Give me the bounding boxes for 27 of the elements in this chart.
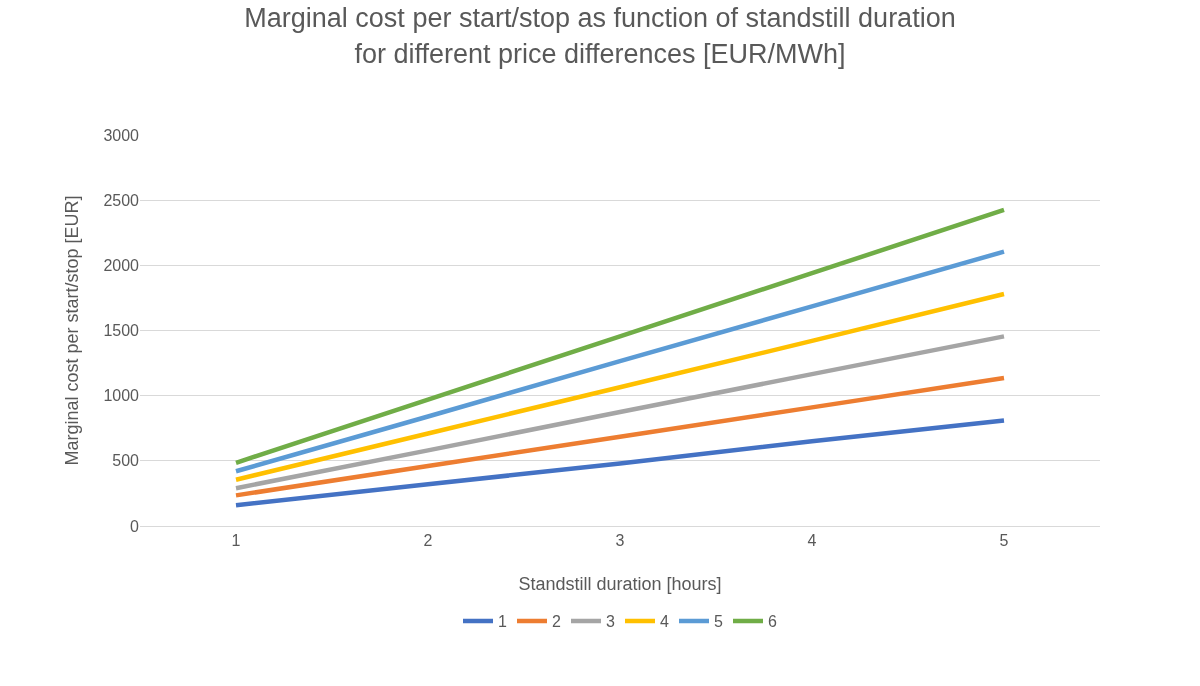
line-series — [233, 291, 1007, 482]
legend-label: 4 — [660, 613, 669, 631]
x-tick-label: 2 — [423, 532, 433, 550]
legend-label: 1 — [498, 613, 507, 631]
y-tick-label: 2500 — [103, 191, 140, 209]
legend-label: 5 — [714, 613, 723, 631]
line-series — [233, 249, 1007, 474]
line-series — [233, 375, 1007, 498]
y-tick-label: 1000 — [103, 387, 140, 405]
line-series — [233, 418, 1007, 508]
line-series — [233, 334, 1007, 491]
y-tick-label: 0 — [130, 517, 140, 535]
y-tick-label: 2000 — [103, 256, 140, 274]
y-axis-title: Marginal cost per start/stop [EUR] — [61, 195, 82, 466]
y-tick-label: 3000 — [103, 126, 140, 144]
legend-label: 2 — [552, 613, 561, 631]
x-axis-title: Standstill duration [hours] — [518, 574, 722, 594]
x-tick-label: 4 — [807, 532, 817, 550]
legend-label: 6 — [768, 613, 777, 631]
legend-label: 3 — [606, 613, 615, 631]
x-tick-label: 1 — [231, 532, 241, 550]
y-tick-label: 500 — [112, 452, 140, 470]
x-tick-label: 5 — [999, 532, 1009, 550]
line-series — [233, 207, 1007, 466]
y-tick-label: 1500 — [103, 322, 140, 340]
chart-title: Marginal cost per start/stop as function of standstill duration for different price differences [EUR/MWh] — [244, 3, 956, 69]
x-tick-label: 3 — [615, 532, 625, 550]
